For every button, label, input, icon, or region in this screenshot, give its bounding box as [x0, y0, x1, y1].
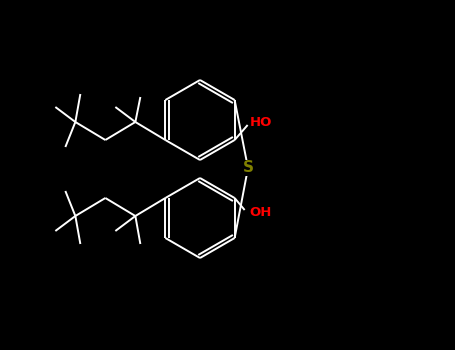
Text: HO: HO: [249, 116, 272, 128]
Text: OH: OH: [249, 206, 272, 219]
Text: S: S: [243, 161, 253, 175]
